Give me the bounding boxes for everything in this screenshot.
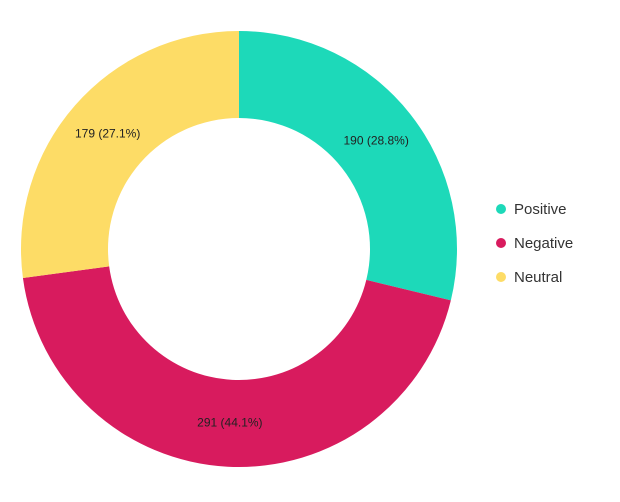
legend-item-negative[interactable]: Negative	[496, 233, 573, 253]
data-label-neutral: 179 (27.1%)	[75, 126, 140, 140]
legend-label-neutral: Neutral	[514, 268, 563, 286]
legend-item-neutral[interactable]: Neutral	[496, 267, 573, 287]
legend-label-negative: Negative	[514, 234, 574, 252]
legend-dot-positive	[496, 204, 506, 214]
legend-label-positive: Positive	[514, 200, 567, 218]
slice-positive[interactable]	[239, 31, 457, 301]
donut-slices	[20, 31, 457, 467]
slice-negative[interactable]	[22, 266, 451, 467]
legend-dot-negative	[496, 238, 506, 248]
data-label-positive: 190 (28.8%)	[343, 133, 408, 147]
legend-item-positive[interactable]: Positive	[496, 199, 573, 219]
data-labels: 190 (28.8%) 291 (44.1%) 179 (27.1%)	[75, 126, 409, 429]
legend-dot-neutral	[496, 272, 506, 282]
slice-neutral[interactable]	[20, 31, 239, 278]
data-label-negative: 291 (44.1%)	[197, 415, 262, 429]
chart-legend: Positive Negative Neutral	[496, 199, 573, 301]
